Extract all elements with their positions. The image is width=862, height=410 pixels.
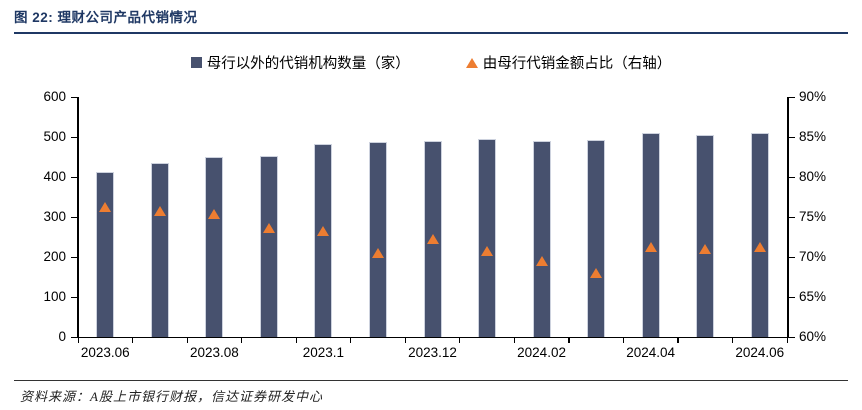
x-axis-tick — [677, 337, 679, 343]
y-axis-left-tick — [71, 136, 77, 138]
x-axis-tick-label: 2023.08 — [189, 345, 239, 360]
y-axis-left-tick-label: 400 — [43, 169, 66, 184]
chart-legend: 母行以外的代销机构数量（家） 由母行代销金额占比（右轴） — [0, 52, 862, 73]
y-axis-left-tick — [71, 176, 77, 178]
triangle-marker-2023.10 — [317, 225, 330, 236]
x-axis-tick-label: 2024.06 — [735, 345, 785, 360]
triangle-marker-2023.07 — [153, 205, 166, 216]
y-axis-left-tick-label: 100 — [43, 289, 66, 304]
bar-2024.02 — [532, 141, 551, 337]
triangle-marker-2023.11 — [371, 248, 384, 258]
y-axis-left-tick-label: 300 — [43, 209, 66, 224]
x-axis-tick — [186, 337, 188, 343]
bar-2024.03 — [587, 139, 606, 337]
triangle-marker-2024.05 — [699, 244, 712, 254]
x-axis-tick — [513, 337, 515, 343]
y-axis-right-tick — [788, 296, 795, 298]
y-axis-right-tick-label: 75% — [799, 209, 827, 224]
y-axis-left — [77, 97, 79, 338]
y-axis-left-tick-label: 0 — [58, 329, 66, 344]
x-axis-tick-label: 2023.06 — [80, 345, 130, 360]
x-axis-tick — [622, 337, 625, 343]
bar-2024.05 — [696, 134, 715, 337]
triangle-marker-2024.06 — [753, 242, 766, 253]
title-divider — [14, 32, 848, 34]
y-axis-right-tick — [788, 136, 795, 138]
y-axis-left-tick — [71, 216, 77, 218]
legend-item-bar-series: 母行以外的代销机构数量（家） — [190, 52, 410, 73]
y-axis-right-tick-label: 60% — [799, 329, 827, 344]
triangle-marker-2024.03 — [590, 268, 603, 278]
x-axis-tick-label: 2024.04 — [626, 345, 676, 360]
y-axis-right-tick-label: 80% — [799, 169, 827, 184]
y-axis-right-tick-label: 90% — [799, 89, 827, 104]
x-axis-tick — [731, 337, 734, 343]
x-axis-tick — [404, 337, 406, 343]
x-axis-tick — [786, 337, 788, 343]
x-axis-tick — [568, 337, 570, 343]
bar-2023.11 — [368, 142, 387, 337]
bar-2023.06 — [96, 171, 115, 337]
bar-series-marker-icon — [190, 57, 202, 68]
y-axis-left-tick — [71, 96, 77, 98]
triangle-marker-2024.02 — [535, 256, 548, 266]
x-axis-tick — [132, 337, 134, 343]
x-axis-tick — [241, 337, 243, 343]
triangle-marker-2023.12 — [426, 234, 439, 245]
y-axis-right-tick — [788, 96, 795, 98]
bar-2024.01 — [478, 139, 497, 337]
y-axis-right-tick — [788, 336, 795, 338]
x-axis-tick — [350, 337, 352, 343]
x-axis-tick-label: 2024.02 — [517, 345, 566, 360]
footer-divider — [14, 380, 848, 381]
y-axis-right — [787, 97, 789, 338]
bar-2024.04 — [641, 132, 660, 337]
triangle-marker-2023.08 — [208, 208, 221, 219]
y-axis-left-tick-label: 200 — [43, 249, 66, 264]
x-axis-tick — [459, 337, 461, 343]
y-axis-right-tick-label: 65% — [799, 289, 827, 304]
bar-2024.06 — [750, 132, 769, 337]
y-axis-right-tick-label: 85% — [799, 129, 827, 144]
y-axis-right-tick — [788, 256, 795, 258]
triangle-marker-2023.06 — [99, 201, 112, 212]
y-axis-left-tick-label: 500 — [43, 129, 66, 144]
figure-title: 图 22: 理财公司产品代销情况 — [14, 10, 198, 25]
bar-2023.07 — [150, 163, 169, 337]
bar-2023.09 — [259, 156, 278, 337]
y-axis-left-tick-label: 600 — [43, 89, 66, 104]
triangle-marker-2024.01 — [481, 246, 494, 257]
source-note: 资料来源：A股上市银行财报，信达证券研发中心 — [20, 389, 323, 404]
x-axis — [77, 336, 788, 338]
legend-label-ratio-series: 由母行代销金额占比（右轴） — [482, 56, 672, 72]
y-axis-left-tick — [71, 296, 77, 298]
legend-label-bar-series: 母行以外的代销机构数量（家） — [206, 56, 410, 72]
bar-2023.08 — [205, 157, 224, 337]
triangle-marker-2024.04 — [644, 241, 657, 252]
x-axis-tick — [295, 337, 297, 343]
y-axis-right-tick — [788, 176, 795, 178]
x-axis-tick — [77, 337, 79, 343]
y-axis-left-tick — [71, 336, 77, 338]
x-axis-tick-label: 2023.12 — [408, 345, 457, 360]
triangle-series-marker-icon — [465, 57, 478, 68]
y-axis-right-tick — [788, 216, 795, 218]
triangle-marker-2023.09 — [262, 223, 275, 234]
legend-item-ratio-series: 由母行代销金额占比（右轴） — [465, 52, 672, 73]
x-axis-tick-label: 2023.1 — [302, 345, 345, 360]
bar-2023.10 — [314, 143, 333, 337]
y-axis-right-tick-label: 70% — [799, 249, 827, 264]
y-axis-left-tick — [71, 256, 77, 258]
